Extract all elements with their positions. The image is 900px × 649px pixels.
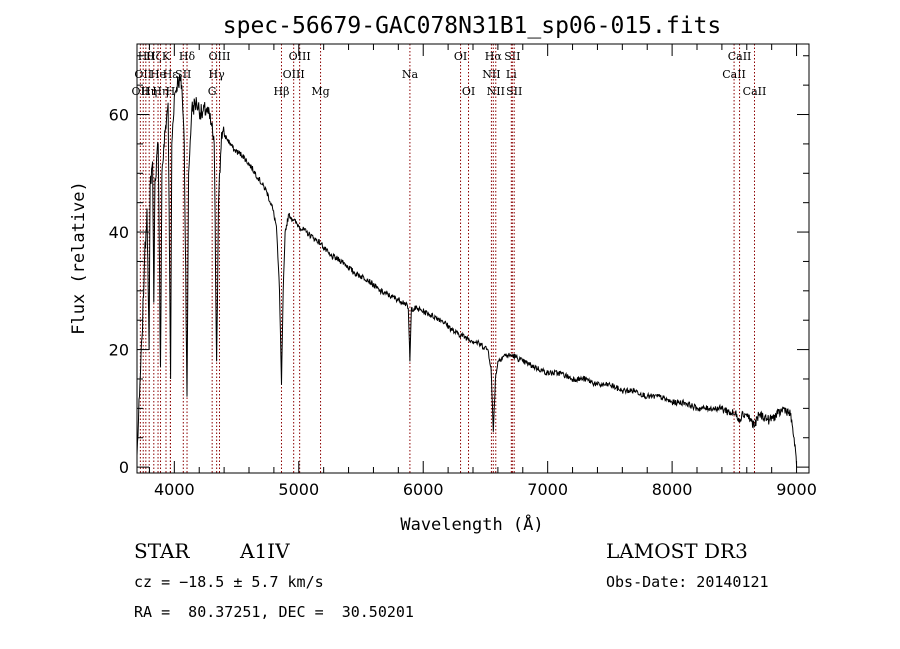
line-marker-label-17: OIII (289, 50, 311, 63)
line-marker-label-20: OI (454, 50, 467, 63)
line-marker-label-26: SII (504, 50, 520, 63)
line-marker-label-15: Hβ (274, 85, 290, 98)
redshift-velocity: cz = −18.5 ± 5.7 km/s (134, 573, 324, 591)
line-marker-label-2: Hθ (138, 50, 155, 63)
coordinates: RA = 80.37251, DEC = 30.50201 (134, 603, 414, 621)
x-tick-label-0: 4000 (154, 480, 195, 499)
line-marker-label-9: H (166, 85, 176, 98)
observation-date: Obs-Date: 20140121 (606, 573, 769, 591)
line-marker-label-4: Hζ (146, 50, 162, 63)
line-marker-label-13: Hγ (209, 68, 226, 81)
line-marker-label-1: OII (134, 68, 152, 81)
axis-ticks: 4000 5000 6000 7000 8000 9000 0 20 40 60 (109, 44, 817, 499)
line-marker-label-11: Hδ (179, 50, 196, 63)
line-marker-label-25: Li (506, 68, 517, 81)
spectrum-line (136, 74, 798, 468)
line-marker-label-23: Hα (485, 50, 503, 63)
line-marker-label-0: OII (132, 85, 150, 98)
y-tick-label-1: 20 (109, 341, 129, 360)
line-marker-label-16: OIII (283, 68, 305, 81)
survey-name: LAMOST DR3 (606, 539, 748, 563)
x-tick-label-2: 6000 (403, 480, 444, 499)
y-tick-label-2: 40 (109, 223, 129, 242)
x-tick-label-4: 8000 (652, 480, 693, 499)
y-tick-label-0: 0 (119, 458, 129, 477)
x-tick-label-5: 9000 (776, 480, 817, 499)
line-marker-label-27: SII (506, 85, 522, 98)
line-marker-label-3: Hη (141, 85, 157, 98)
line-marker-label-21: OI (462, 85, 475, 98)
y-axis-label: Flux (relative) (69, 181, 89, 335)
line-marker-label-8: Hε (163, 68, 179, 81)
line-marker-label-6: Hη (152, 85, 168, 98)
x-tick-label-1: 5000 (278, 480, 319, 499)
y-tick-label-3: 60 (109, 106, 129, 125)
line-marker-label-19: Na (402, 68, 419, 81)
line-marker-label-29: CaII (728, 50, 752, 63)
line-marker-label-18: Mg (311, 85, 329, 98)
object-class: STAR (134, 539, 190, 563)
line-markers: OII OII Hθ Hη Hζ He Hη K Hε H SII Hδ G Hγ OIII Hβ OIII OI… (132, 44, 767, 473)
line-marker-label-28: CaII (722, 68, 746, 81)
line-marker-label-12: G (208, 85, 217, 98)
line-marker-label-5: He (150, 68, 166, 81)
line-marker-label-22: NII (482, 68, 500, 81)
x-axis-label: Wavelength (Å) (400, 513, 543, 535)
line-marker-label-14: OIII (208, 50, 230, 63)
object-subclass: A1IV (240, 539, 290, 563)
line-marker-label-24: NII (487, 85, 505, 98)
x-tick-label-3: 7000 (527, 480, 568, 499)
chart-title: spec-56679-GAC078N31B1_sp06-015.fits (223, 13, 722, 39)
line-marker-label-7: K (162, 50, 171, 63)
line-marker-label-30: CaII (743, 85, 767, 98)
